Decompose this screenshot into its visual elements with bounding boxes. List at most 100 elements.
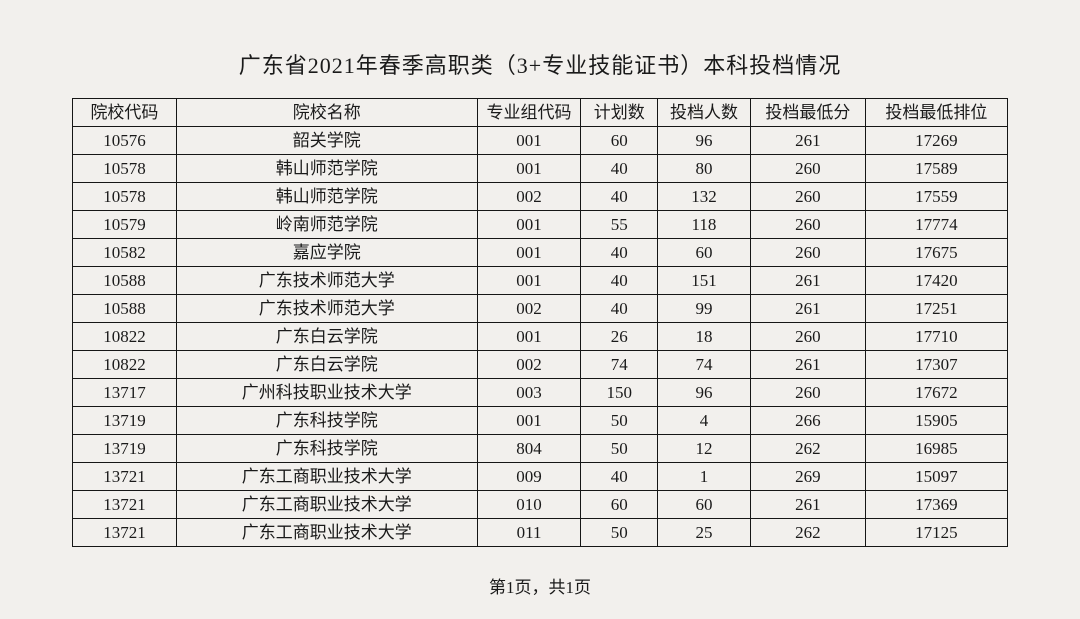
- col-header-school-code: 院校代码: [73, 99, 177, 127]
- col-header-school-name: 院校名称: [176, 99, 477, 127]
- table-cell: 260: [750, 239, 865, 267]
- table-cell: 广东工商职业技术大学: [176, 463, 477, 491]
- table-cell: 韩山师范学院: [176, 183, 477, 211]
- table-cell: 广州科技职业技术大学: [176, 379, 477, 407]
- table-cell: 001: [477, 239, 581, 267]
- table-cell: 40: [581, 267, 658, 295]
- table-row: 13721广东工商职业技术大学00940126915097: [73, 463, 1008, 491]
- table-cell: 99: [658, 295, 751, 323]
- table-row: 10588广东技术师范大学002409926117251: [73, 295, 1008, 323]
- table-cell: 13719: [73, 435, 177, 463]
- table-cell: 262: [750, 435, 865, 463]
- table-row: 10822广东白云学院001261826017710: [73, 323, 1008, 351]
- table-cell: 40: [581, 155, 658, 183]
- table-cell: 001: [477, 211, 581, 239]
- table-cell: 260: [750, 183, 865, 211]
- table-cell: 74: [658, 351, 751, 379]
- table-cell: 001: [477, 267, 581, 295]
- col-header-min-rank: 投档最低排位: [865, 99, 1007, 127]
- table-cell: 嘉应学院: [176, 239, 477, 267]
- table-cell: 804: [477, 435, 581, 463]
- table-header-row: 院校代码 院校名称 专业组代码 计划数 投档人数 投档最低分 投档最低排位: [73, 99, 1008, 127]
- table-cell: 广东技术师范大学: [176, 267, 477, 295]
- table-cell: 40: [581, 239, 658, 267]
- table-cell: 13721: [73, 491, 177, 519]
- table-cell: 262: [750, 519, 865, 547]
- table-cell: 151: [658, 267, 751, 295]
- table-cell: 12: [658, 435, 751, 463]
- table-body: 10576韶关学院00160962611726910578韩山师范学院00140…: [73, 127, 1008, 547]
- table-cell: 17675: [865, 239, 1007, 267]
- table-row: 13719广东科技学院00150426615905: [73, 407, 1008, 435]
- table-row: 10822广东白云学院002747426117307: [73, 351, 1008, 379]
- table-cell: 17307: [865, 351, 1007, 379]
- table-cell: 广东科技学院: [176, 435, 477, 463]
- table-cell: 001: [477, 323, 581, 351]
- table-cell: 74: [581, 351, 658, 379]
- table-cell: 10822: [73, 351, 177, 379]
- table-cell: 001: [477, 127, 581, 155]
- table-row: 13719广东科技学院804501226216985: [73, 435, 1008, 463]
- table-cell: 261: [750, 267, 865, 295]
- table-cell: 10588: [73, 295, 177, 323]
- table-cell: 50: [581, 435, 658, 463]
- table-cell: 55: [581, 211, 658, 239]
- table-row: 10578韩山师范学院001408026017589: [73, 155, 1008, 183]
- table-cell: 80: [658, 155, 751, 183]
- table-cell: 261: [750, 295, 865, 323]
- table-cell: 广东白云学院: [176, 323, 477, 351]
- table-cell: 1: [658, 463, 751, 491]
- table-cell: 261: [750, 351, 865, 379]
- table-cell: 10576: [73, 127, 177, 155]
- table-cell: 260: [750, 211, 865, 239]
- table-cell: 260: [750, 323, 865, 351]
- table-cell: 16985: [865, 435, 1007, 463]
- table-cell: 009: [477, 463, 581, 491]
- table-cell: 261: [750, 127, 865, 155]
- table-cell: 18: [658, 323, 751, 351]
- table-cell: 26: [581, 323, 658, 351]
- table-cell: 96: [658, 127, 751, 155]
- table-cell: 50: [581, 407, 658, 435]
- table-cell: 10582: [73, 239, 177, 267]
- table-cell: 10822: [73, 323, 177, 351]
- table-row: 10588广东技术师范大学0014015126117420: [73, 267, 1008, 295]
- table-cell: 韩山师范学院: [176, 155, 477, 183]
- table-row: 13717广州科技职业技术大学0031509626017672: [73, 379, 1008, 407]
- table-cell: 002: [477, 295, 581, 323]
- table-cell: 17672: [865, 379, 1007, 407]
- table-cell: 003: [477, 379, 581, 407]
- table-cell: 002: [477, 183, 581, 211]
- table-cell: 17125: [865, 519, 1007, 547]
- page-title: 广东省2021年春季高职类（3+专业技能证书）本科投档情况: [72, 48, 1008, 80]
- table-cell: 10588: [73, 267, 177, 295]
- table-cell: 13721: [73, 463, 177, 491]
- table-cell: 118: [658, 211, 751, 239]
- table-row: 10579岭南师范学院0015511826017774: [73, 211, 1008, 239]
- col-header-major-group: 专业组代码: [477, 99, 581, 127]
- table-cell: 岭南师范学院: [176, 211, 477, 239]
- table-cell: 17269: [865, 127, 1007, 155]
- table-cell: 10578: [73, 155, 177, 183]
- table-cell: 17420: [865, 267, 1007, 295]
- table-cell: 50: [581, 519, 658, 547]
- table-cell: 广东工商职业技术大学: [176, 491, 477, 519]
- table-cell: 17369: [865, 491, 1007, 519]
- table-cell: 260: [750, 155, 865, 183]
- table-cell: 广东科技学院: [176, 407, 477, 435]
- table-row: 10576韶关学院001609626117269: [73, 127, 1008, 155]
- col-header-min-score: 投档最低分: [750, 99, 865, 127]
- table-cell: 001: [477, 155, 581, 183]
- table-cell: 17589: [865, 155, 1007, 183]
- table-cell: 广东技术师范大学: [176, 295, 477, 323]
- table-cell: 001: [477, 407, 581, 435]
- table-cell: 96: [658, 379, 751, 407]
- table-cell: 260: [750, 379, 865, 407]
- table-cell: 40: [581, 463, 658, 491]
- table-cell: 261: [750, 491, 865, 519]
- table-cell: 广东工商职业技术大学: [176, 519, 477, 547]
- table-cell: 150: [581, 379, 658, 407]
- admission-table: 院校代码 院校名称 专业组代码 计划数 投档人数 投档最低分 投档最低排位 10…: [72, 98, 1008, 547]
- table-cell: 011: [477, 519, 581, 547]
- table-cell: 13721: [73, 519, 177, 547]
